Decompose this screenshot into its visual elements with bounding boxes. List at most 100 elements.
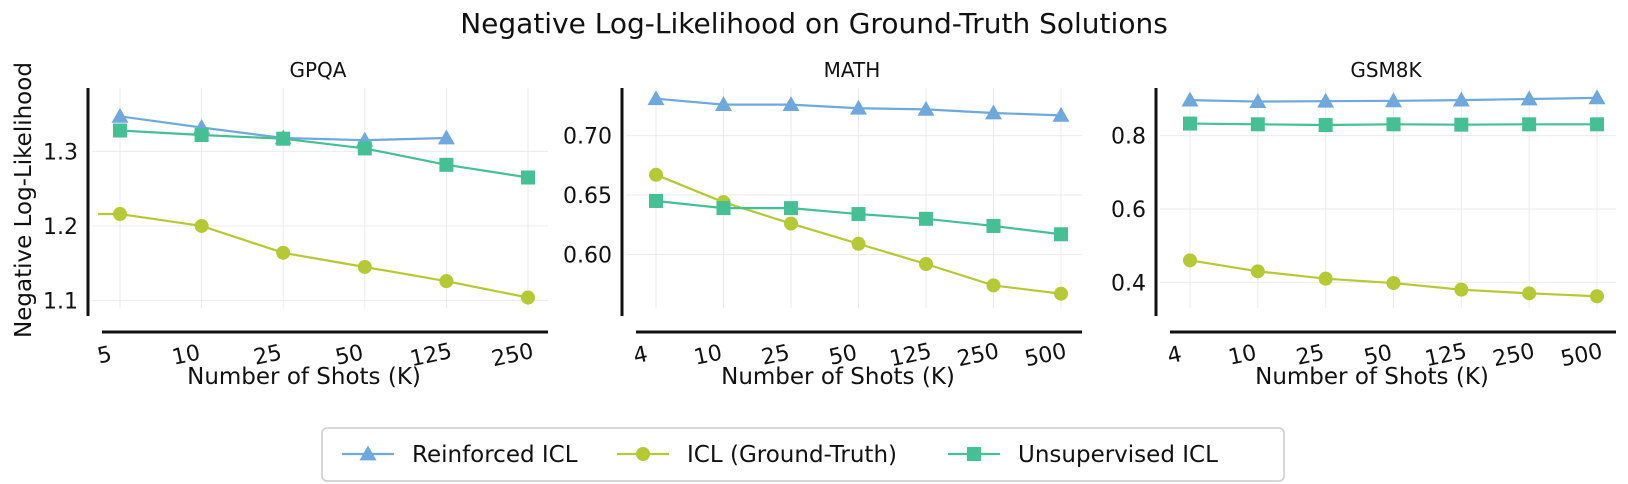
data-point — [715, 96, 732, 112]
data-point — [1588, 89, 1606, 105]
y-tick-label: 0.70 — [563, 125, 612, 150]
data-point — [276, 245, 291, 260]
data-point — [357, 141, 372, 156]
series-reinforced-icl — [647, 90, 1070, 122]
legend: Reinforced ICL ICL (Ground-Truth) Unsuperv… — [321, 427, 1285, 482]
legend-box — [321, 427, 1285, 482]
x-tick-label: 5 — [95, 342, 114, 369]
data-point — [851, 236, 866, 251]
legend-item-reinforced-icl: Reinforced ICL — [342, 442, 578, 468]
data-point — [784, 201, 798, 216]
data-point — [1385, 92, 1402, 108]
series-icl-ground-truth — [98, 207, 535, 305]
legend-item-unsupervised-icl: Unsupervised ICL — [948, 442, 1218, 468]
data-point — [521, 170, 535, 185]
data-point — [985, 104, 1002, 120]
x-tick-label: 4 — [1165, 342, 1184, 369]
data-point — [113, 207, 127, 222]
data-point — [1520, 90, 1538, 106]
x-tick-label: 10 — [1226, 341, 1259, 371]
data-point — [437, 129, 455, 145]
series-reinforced-icl — [1181, 89, 1606, 108]
data-point — [1250, 117, 1265, 132]
data-point — [647, 90, 665, 106]
data-point — [1454, 282, 1469, 297]
x-tick-label: 50 — [1362, 341, 1395, 371]
x-tick-label: 25 — [252, 341, 285, 371]
data-point — [1454, 117, 1469, 132]
y-tick-label: 1.2 — [43, 215, 78, 240]
data-point — [276, 131, 291, 146]
x-tick-label: 250 — [1491, 339, 1537, 372]
x-tick-label: 250 — [955, 339, 1001, 372]
data-point — [1183, 253, 1197, 268]
panel-title: GSM8K — [1350, 58, 1422, 82]
data-point — [986, 218, 1001, 233]
legend-label: Reinforced ICL — [412, 442, 578, 468]
data-point — [1054, 227, 1068, 242]
legend-item-icl-ground-truth: ICL (Ground-Truth) — [617, 442, 897, 468]
panel-title: MATH — [824, 58, 881, 82]
data-point — [113, 123, 127, 138]
data-point — [1317, 92, 1335, 108]
data-point — [784, 216, 798, 231]
data-point — [1590, 117, 1604, 132]
data-point — [111, 107, 129, 123]
series-icl-ground-truth — [1183, 253, 1604, 304]
data-point — [439, 157, 454, 172]
data-point — [919, 257, 933, 271]
data-point — [1249, 93, 1267, 108]
data-point — [1250, 264, 1265, 279]
panel-title: GPQA — [290, 58, 347, 82]
data-point — [1386, 117, 1401, 132]
data-point — [1318, 118, 1333, 133]
data-point — [917, 100, 935, 116]
data-point — [782, 96, 800, 112]
data-point — [986, 278, 1001, 293]
x-tick-label: 25 — [1294, 341, 1327, 371]
data-point — [649, 193, 663, 208]
x-axis-label: Number of Shots (K) — [187, 364, 421, 390]
data-point — [357, 259, 372, 274]
data-point — [194, 218, 209, 233]
legend-label: Unsupervised ICL — [1018, 442, 1218, 468]
series-line — [119, 129, 529, 179]
data-point — [1183, 116, 1197, 131]
x-tick-label: 500 — [1559, 339, 1605, 372]
data-point — [1522, 286, 1537, 301]
y-tick-label: 0.60 — [563, 243, 612, 268]
x-axis-label: Number of Shots (K) — [1255, 364, 1489, 390]
x-tick-label: 50 — [827, 341, 860, 371]
legend-marker — [359, 445, 377, 461]
data-point — [521, 290, 535, 305]
x-tick-label: 10 — [170, 341, 203, 371]
x-axis-label: Number of Shots (K) — [721, 364, 955, 390]
data-point — [439, 274, 454, 289]
data-point — [1052, 106, 1070, 122]
legend-marker — [967, 447, 981, 461]
x-tick-label: 500 — [1023, 339, 1069, 372]
y-tick-label: 1.3 — [43, 140, 78, 165]
data-point — [919, 211, 933, 226]
y-axis-label: Negative Log-Likelihood — [11, 62, 37, 338]
x-tick-label: 25 — [759, 341, 792, 371]
figure-title: Negative Log-Likelihood on Ground-Truth … — [460, 7, 1168, 40]
legend-label: ICL (Ground-Truth) — [687, 442, 897, 468]
series-unsupervised-icl — [649, 193, 1068, 242]
data-point — [1452, 91, 1470, 107]
y-tick-label: 0.4 — [1111, 271, 1146, 296]
data-point — [850, 99, 867, 115]
y-tick-label: 1.1 — [43, 290, 78, 315]
legend-marker — [636, 447, 650, 461]
y-tick-label: 0.6 — [1111, 198, 1146, 223]
series-line — [98, 212, 529, 299]
data-point — [649, 167, 663, 182]
data-point — [851, 207, 866, 222]
data-point — [1054, 286, 1068, 301]
series-unsupervised-icl — [1183, 116, 1604, 133]
data-point — [1522, 117, 1537, 132]
